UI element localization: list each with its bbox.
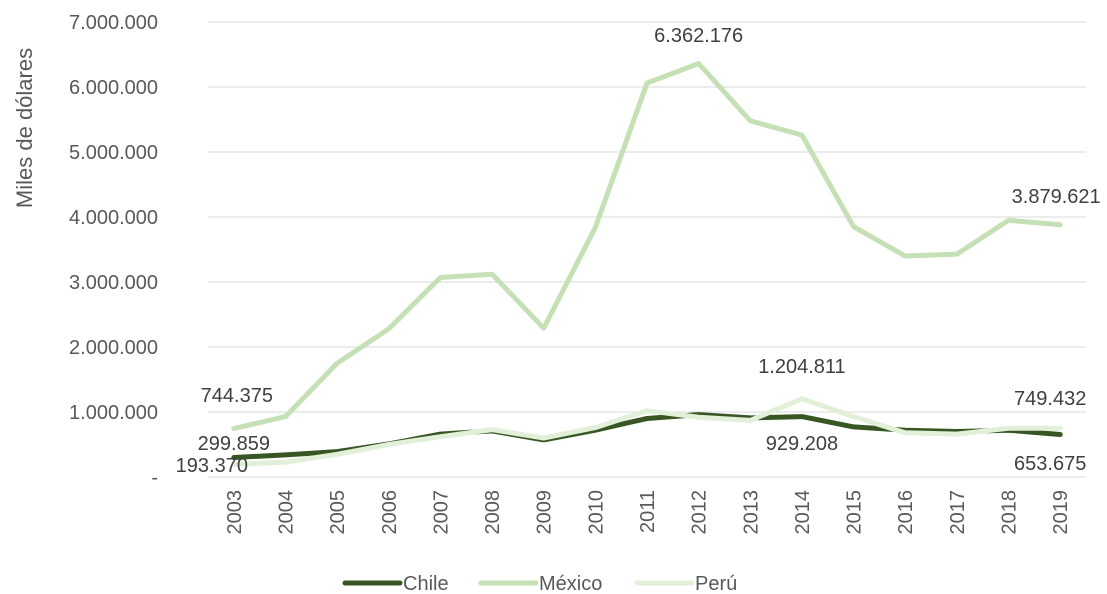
y-axis-label: Miles de dólares [12,48,37,208]
legend-label: Chile [403,573,449,594]
y-tick-label: 6.000.000 [69,77,158,99]
x-tick-label: 2006 [379,490,401,535]
data-label: 3.879.621 [1012,186,1101,208]
x-tick-label: 2011 [637,490,659,533]
series-line-perú [231,396,1063,467]
y-tick-label: 1.000.000 [69,402,158,424]
y-axis-ticks: - 1.000.000 2.000.000 3.000.000 4.000.000 5.0… [69,12,158,489]
x-tick-label: 2014 [792,490,814,535]
data-label: 929.208 [766,433,838,455]
x-tick-label: 2003 [224,490,246,535]
x-tick-label: 2009 [534,490,556,535]
y-tick-label: 5.000.000 [69,142,158,164]
x-axis-ticks: 2003 2004 2005 2006 2007 2008 2009 2010 2011 2012… [224,490,1072,535]
x-tick-label: 2018 [999,490,1021,535]
x-tick-label: 2004 [275,490,297,535]
y-tick-label: 2.000.000 [69,337,158,359]
y-tick-label: 3.000.000 [69,272,158,294]
data-label: 749.432 [1014,388,1086,410]
x-tick-label: 2012 [689,490,711,535]
series-lines [231,61,1063,467]
data-label: 299.859 [198,433,270,455]
x-tick-label: 2016 [895,490,917,535]
y-tick-label: 7.000.000 [69,12,158,34]
data-label: 1.204.811 [758,356,846,378]
y-tick-label: 4.000.000 [69,207,158,229]
legend: Chile México Perú [342,573,737,594]
x-tick-label: 2010 [585,490,607,535]
x-tick-label: 2013 [740,490,762,535]
data-label: 653.675 [1014,453,1086,475]
legend-label: Perú [695,573,737,594]
data-label: 6.362.176 [654,25,743,47]
data-labels: 299.859 929.208 653.675 744.375 6.362.176 3.8… [176,25,1101,477]
data-label: 193.370 [176,455,248,477]
x-tick-label: 2015 [844,490,866,535]
x-tick-label: 2007 [430,490,452,535]
x-tick-label: 2019 [1050,490,1072,535]
y-tick-label: - [151,467,158,489]
legend-label: México [539,573,602,594]
gridlines [208,21,1086,478]
x-tick-label: 2017 [947,490,969,535]
data-label: 744.375 [201,385,273,407]
series-line-méxico [231,61,1063,432]
x-tick-label: 2005 [327,490,349,535]
x-tick-label: 2008 [482,490,504,535]
